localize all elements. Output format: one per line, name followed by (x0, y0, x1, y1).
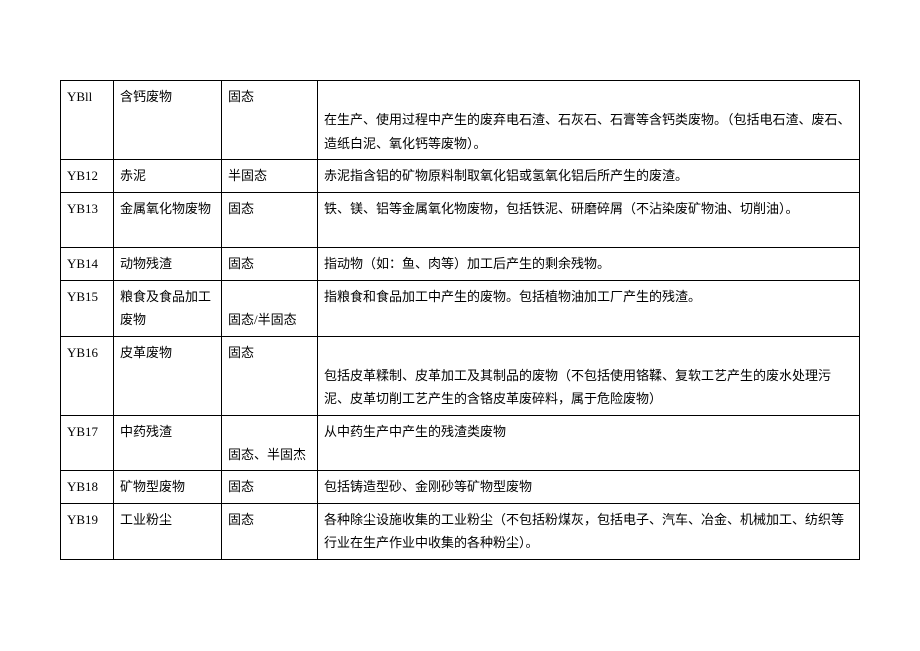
table-row: YB18 矿物型废物 固态 包括铸造型砂、金刚砂等矿物型废物 (61, 471, 860, 503)
desc-cell: 包括皮革糅制、皮革加工及其制品的废物（不包括使用铬鞣、复软工艺产生的废水处理污泥… (318, 336, 860, 415)
table-row: YB12 赤泥 半固态 赤泥指含铝的矿物原料制取氧化铝或氢氧化铝后所产生的废渣。 (61, 160, 860, 192)
desc-text: 包括皮革糅制、皮革加工及其制品的废物（不包括使用铬鞣、复软工艺产生的废水处理污泥… (324, 364, 853, 411)
desc-cell: 指动物（如：鱼、肉等）加工后产生的剩余残物。 (318, 248, 860, 280)
name-cell: 动物残渣 (114, 248, 222, 280)
name-cell: 皮革废物 (114, 336, 222, 415)
desc-cell: 铁、镁、铝等金属氧化物废物，包括铁泥、研磨碎屑（不沾染废矿物油、切削油）。 (318, 192, 860, 248)
name-cell: 金属氧化物废物 (114, 192, 222, 248)
code-cell: YB12 (61, 160, 114, 192)
code-cell: YB14 (61, 248, 114, 280)
table-row: YB15 粮食及食品加工废物 固态/半固态 指粮食和食品加工中产生的废物。包括植… (61, 280, 860, 336)
table-row: YB17 中药残渣 固态、半固杰 从中药生产中产生的残渣类废物 (61, 415, 860, 471)
desc-cell: 从中药生产中产生的残渣类废物 (318, 415, 860, 471)
desc-cell: 各种除尘设施收集的工业粉尘（不包括粉煤灰，包括电子、汽车、冶金、机械加工、纺织等… (318, 503, 860, 559)
code-cell: YB19 (61, 503, 114, 559)
table-row: YB14 动物残渣 固态 指动物（如：鱼、肉等）加工后产生的剩余残物。 (61, 248, 860, 280)
name-cell: 工业粉尘 (114, 503, 222, 559)
state-cell: 固态 (222, 336, 318, 415)
state-cell: 半固态 (222, 160, 318, 192)
code-cell: YB15 (61, 280, 114, 336)
name-cell: 中药残渣 (114, 415, 222, 471)
state-cell: 固态 (222, 471, 318, 503)
code-cell: YB13 (61, 192, 114, 248)
code-cell: YBll (61, 81, 114, 160)
code-cell: YB18 (61, 471, 114, 503)
name-cell: 粮食及食品加工废物 (114, 280, 222, 336)
code-cell: YB17 (61, 415, 114, 471)
table-row: YB16 皮革废物 固态 包括皮革糅制、皮革加工及其制品的废物（不包括使用铬鞣、… (61, 336, 860, 415)
desc-cell: 指粮食和食品加工中产生的废物。包括植物油加工厂产生的残渣。 (318, 280, 860, 336)
state-cell: 固态 (222, 248, 318, 280)
desc-blank-line (324, 341, 853, 364)
state-cell: 固态、半固杰 (222, 415, 318, 471)
state-cell: 固态/半固态 (222, 280, 318, 336)
desc-cell: 在生产、使用过程中产生的废弃电石渣、石灰石、石膏等含钙类废物。（包括电石渣、废石… (318, 81, 860, 160)
name-cell: 赤泥 (114, 160, 222, 192)
table-row: YB13 金属氧化物废物 固态 铁、镁、铝等金属氧化物废物，包括铁泥、研磨碎屑（… (61, 192, 860, 248)
state-cell: 固态 (222, 192, 318, 248)
code-cell: YB16 (61, 336, 114, 415)
table-row: YBll 含钙废物 固态 在生产、使用过程中产生的废弃电石渣、石灰石、石膏等含钙… (61, 81, 860, 160)
state-cell: 固态 (222, 81, 318, 160)
desc-cell: 包括铸造型砂、金刚砂等矿物型废物 (318, 471, 860, 503)
name-cell: 矿物型废物 (114, 471, 222, 503)
desc-blank-line (324, 85, 853, 108)
desc-text: 在生产、使用过程中产生的废弃电石渣、石灰石、石膏等含钙类废物。（包括电石渣、废石… (324, 108, 853, 155)
waste-classification-table: YBll 含钙废物 固态 在生产、使用过程中产生的废弃电石渣、石灰石、石膏等含钙… (60, 80, 860, 560)
state-cell: 固态 (222, 503, 318, 559)
name-cell: 含钙废物 (114, 81, 222, 160)
table-row: YB19 工业粉尘 固态 各种除尘设施收集的工业粉尘（不包括粉煤灰，包括电子、汽… (61, 503, 860, 559)
desc-cell: 赤泥指含铝的矿物原料制取氧化铝或氢氧化铝后所产生的废渣。 (318, 160, 860, 192)
